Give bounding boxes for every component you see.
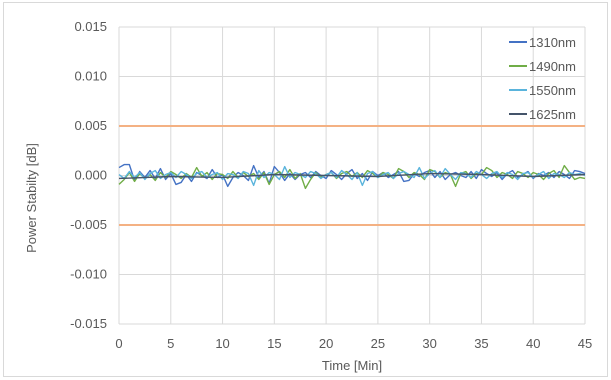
y-tick-labels: 0.015 0.010 0.005 0.000 -0.005 -0.010 -0.015 [70,19,107,331]
x-tick-label-7: 35 [474,336,488,351]
legend-label-1550nm: 1550nm [529,83,576,98]
x-tick-label-8: 40 [526,336,540,351]
limit-lines [119,125,585,226]
y-tick-label-3: 0.000 [74,168,107,183]
x-tick-label-5: 25 [371,336,385,351]
series-line-1625nm [118,172,586,180]
x-tick-label-1: 5 [167,336,174,351]
x-tick-label-4: 20 [319,336,333,351]
x-axis-title: Time [Min] [322,358,382,373]
y-tick-label-4: -0.005 [70,217,107,232]
x-tick-label-3: 15 [267,336,281,351]
x-tick-label-0: 0 [115,336,122,351]
x-tick-labels: 0 5 10 15 20 25 30 35 40 45 [115,336,592,351]
y-tick-label-2: 0.005 [74,118,107,133]
y-tick-label-1: 0.010 [74,69,107,84]
plot-series [118,163,586,190]
y-tick-label-6: -0.015 [70,316,107,331]
legend: 1310nm 1490nm 1550nm 1625nm [509,35,576,122]
y-axis-title: Power Stabilty [dB] [24,143,39,253]
series-line-1310nm [118,163,586,188]
legend-label-1310nm: 1310nm [529,35,576,50]
x-tick-label-9: 45 [578,336,592,351]
series-line-1550nm [118,165,586,187]
y-tick-label-5: -0.010 [70,267,107,282]
y-tick-label-0: 0.015 [74,19,107,34]
chart-area [3,2,608,377]
legend-label-1490nm: 1490nm [529,59,576,74]
x-tick-label-2: 10 [215,336,229,351]
x-tick-label-6: 30 [422,336,436,351]
legend-label-1625nm: 1625nm [529,107,576,122]
